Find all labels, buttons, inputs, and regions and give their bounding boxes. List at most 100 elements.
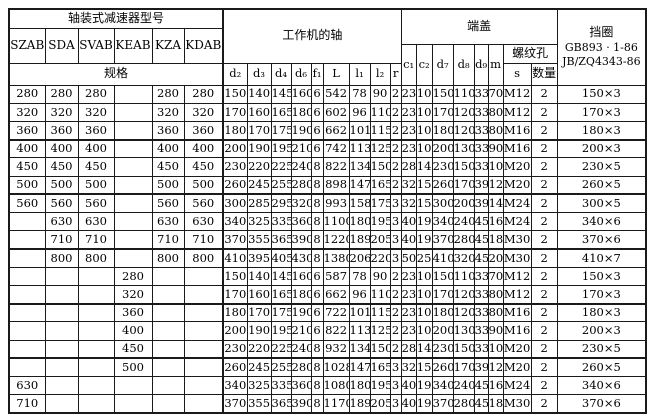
model-cell — [183, 339, 224, 360]
endcover-value-cell: 32 — [400, 193, 417, 214]
thread-value-cell: 2 — [530, 84, 558, 104]
endcover-value-cell: 170 — [452, 357, 475, 378]
endcover-value-cell: 280 — [452, 394, 475, 414]
ring-value-cell: 260×5 — [556, 357, 647, 378]
shaft-value-cell: 220 — [246, 157, 272, 177]
endcover-value-cell: 39 — [473, 193, 489, 214]
table-row: 6303403253353608108018019534019340240451… — [8, 375, 647, 396]
shaft-value-cell: 340 — [222, 375, 248, 396]
endcover-value-cell: 25 — [415, 248, 433, 268]
model-cell — [113, 230, 153, 250]
shaft-value-cell: 245 — [246, 175, 272, 196]
col-header-kdab: KDAB — [183, 27, 224, 64]
thread-value-cell: 2 — [530, 303, 558, 323]
thread-group-header: 螺纹孔 — [502, 43, 558, 64]
endcover-value-cell: 28 — [400, 157, 417, 177]
model-cell: 360 — [183, 120, 224, 141]
ring-value-cell: 370×6 — [556, 230, 647, 250]
shaft-value-cell: 285 — [246, 193, 272, 214]
thread-value-cell: M16 — [502, 303, 532, 323]
shaft-value-cell: 165 — [270, 102, 292, 122]
model-cell — [77, 321, 115, 341]
shaft-value-cell: 2 — [389, 284, 402, 305]
shaft-value-cell: 115 — [369, 120, 391, 141]
model-cell — [44, 357, 79, 378]
col-header-szab: SZAB — [8, 27, 46, 64]
shaft-value-cell: 3 — [389, 375, 402, 396]
shaft-value-cell: 160 — [246, 102, 272, 122]
endcover-value-cell: 45 — [473, 375, 489, 396]
endcover-value-cell: 33 — [473, 339, 489, 360]
shaft-value-cell: 325 — [246, 212, 272, 232]
ring-value-cell: 200×3 — [556, 321, 647, 341]
endcover-value-cell: 110 — [452, 266, 475, 286]
shaft-value-cell: 1170 — [322, 394, 350, 414]
thread-value-cell: 2 — [530, 175, 558, 196]
table-row: 4504504504504502302202252408822134150228… — [8, 157, 647, 177]
thread-value-cell: M20 — [502, 357, 532, 378]
col-header-d6: d₆ — [290, 62, 312, 86]
table-row: 7107107107103703553653908122018920534019… — [8, 230, 647, 250]
table-row: 4004004004004002001901952106742113125223… — [8, 139, 647, 159]
endcover-value-cell: 33 — [473, 120, 489, 141]
col-header-m: m — [487, 43, 504, 86]
model-cell: 630 — [151, 212, 185, 232]
endcover-value-cell: 10 — [415, 102, 433, 122]
shaft-value-cell: 160 — [290, 84, 312, 104]
shaft-value-cell: 165 — [270, 284, 292, 305]
model-cell — [44, 303, 79, 323]
endcover-value-cell: 33 — [473, 284, 489, 305]
shaft-value-cell: 822 — [322, 321, 350, 341]
thread-value-cell: 2 — [530, 193, 558, 214]
col-header-c2: c₂ — [415, 43, 433, 86]
endcover-value-cell: 120 — [452, 284, 475, 305]
endcover-value-cell: 19 — [415, 212, 433, 232]
shaft-value-cell: 225 — [270, 157, 292, 177]
endcover-value-cell: 33 — [473, 102, 489, 122]
model-cell — [77, 357, 115, 378]
endcover-value-cell: 120 — [487, 175, 504, 196]
endcover-value-cell: 280 — [452, 230, 475, 250]
shaft-value-cell: 6 — [310, 284, 324, 305]
model-cell — [44, 375, 79, 396]
endcover-value-cell: 39 — [473, 357, 489, 378]
shaft-value-cell: 8 — [310, 375, 324, 396]
shaft-value-cell: 165 — [369, 357, 391, 378]
shaft-value-cell: 542 — [322, 84, 350, 104]
shaft-value-cell: 190 — [290, 120, 312, 141]
model-cell — [151, 357, 185, 378]
endcover-value-cell: 10 — [415, 84, 433, 104]
thread-value-cell: 2 — [530, 266, 558, 286]
model-cell: 400 — [8, 139, 46, 159]
model-cell — [44, 284, 79, 305]
model-cell: 400 — [113, 321, 153, 341]
shaft-value-cell: 280 — [290, 175, 312, 196]
endcover-value-cell: 80 — [487, 102, 504, 122]
shaft-group-header: 工作机的轴 — [222, 8, 402, 64]
endcover-value-cell: 15 — [415, 357, 433, 378]
thread-value-cell: M20 — [502, 157, 532, 177]
endcover-value-cell: 120 — [452, 120, 475, 141]
col-header-d8: d₈ — [452, 43, 475, 86]
endcover-value-cell: 110 — [452, 84, 475, 104]
endcover-value-cell: 120 — [487, 357, 504, 378]
shaft-value-cell: 8 — [310, 394, 324, 414]
ring-value-cell: 200×3 — [556, 139, 647, 159]
table-row: 6306306306303403253353608110018019534019… — [8, 212, 647, 232]
model-group-header: 轴装式减速器型号 — [8, 8, 224, 29]
shaft-value-cell: 206 — [348, 248, 371, 268]
shaft-value-cell: 390 — [290, 230, 312, 250]
shaft-value-cell: 110 — [369, 102, 391, 122]
endcover-value-cell: 40 — [400, 394, 417, 414]
shaft-value-cell: 189 — [348, 394, 371, 414]
model-cell: 400 — [151, 139, 185, 159]
endcover-value-cell: 370 — [431, 394, 454, 414]
shaft-value-cell: 932 — [322, 339, 350, 360]
shaft-value-cell: 1220 — [322, 230, 350, 250]
model-cell — [113, 84, 153, 104]
shaft-value-cell: 2 — [389, 120, 402, 141]
shaft-value-cell: 125 — [369, 321, 391, 341]
model-cell — [113, 248, 153, 268]
model-cell — [183, 266, 224, 286]
thread-value-cell: M12 — [502, 84, 532, 104]
